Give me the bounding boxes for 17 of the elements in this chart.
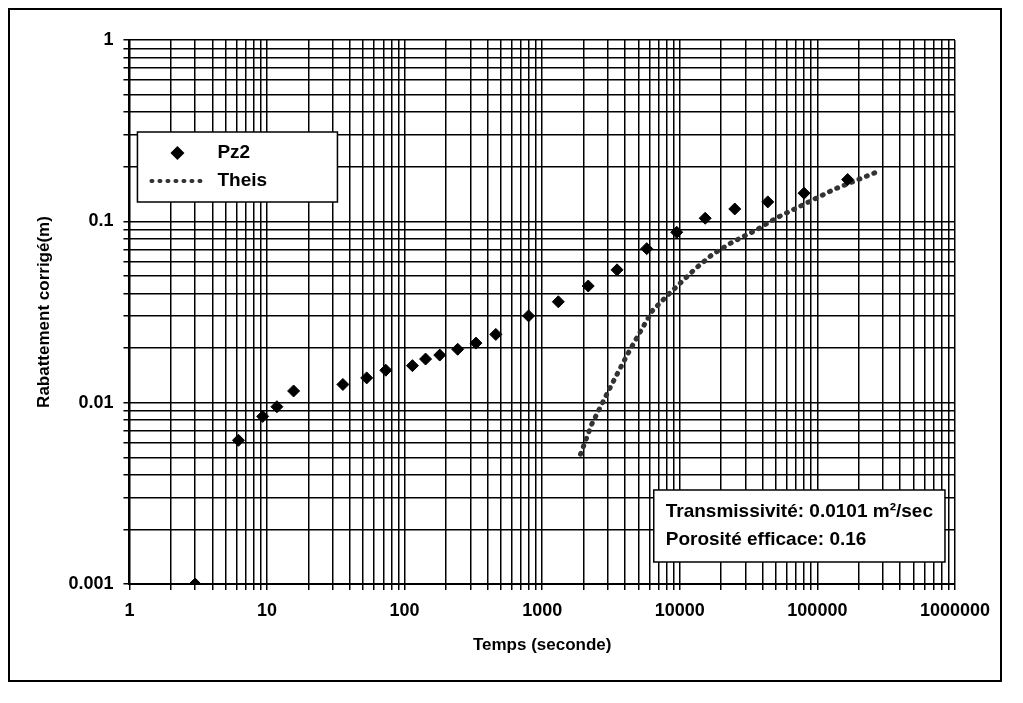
annotation: Transmissivité: 0.0101 m²/sec	[665, 500, 934, 522]
x-tick-label: 10	[257, 599, 278, 620]
x-tick-label: 10000	[654, 599, 705, 620]
y-tick-label: 0.001	[68, 572, 114, 593]
x-tick-label: 100	[389, 599, 420, 620]
y-tick-label: 0.1	[88, 210, 114, 231]
x-tick-label: 100000	[787, 599, 848, 620]
legend-label: Theis	[217, 169, 268, 191]
x-axis-title: Temps (seconde)	[472, 635, 612, 655]
legend-label: Pz2	[217, 141, 251, 163]
annotation: Porosité efficace: 0.16	[665, 528, 867, 550]
x-tick-label: 1	[124, 599, 135, 620]
y-tick-label: 0.01	[78, 391, 114, 412]
x-tick-label: 1000	[522, 599, 563, 620]
y-axis-title: Rabattement corrigé(m)	[33, 216, 53, 408]
x-tick-label: 1000000	[919, 599, 990, 620]
y-tick-label: 1	[103, 28, 114, 49]
